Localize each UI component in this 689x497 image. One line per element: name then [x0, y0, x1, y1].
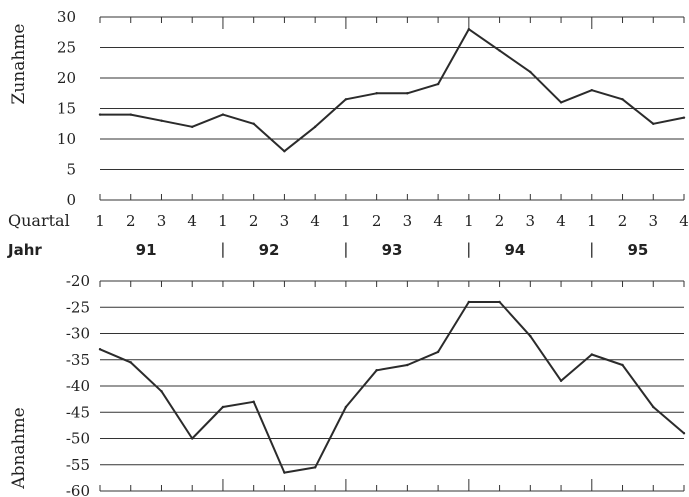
y-tick-label: -60 [66, 482, 90, 497]
quarter-tick-label: 4 [187, 212, 197, 230]
data-point [559, 101, 563, 104]
data-point [652, 405, 655, 409]
quarter-tick-label: 2 [495, 212, 505, 230]
y-tick-label: -30 [66, 325, 90, 343]
data-point [467, 28, 471, 31]
data-point [559, 379, 563, 382]
y-tick-label: 20 [57, 69, 76, 87]
data-point [313, 466, 317, 469]
y-tick-label: 25 [57, 39, 76, 57]
quarter-tick-label: 1 [464, 212, 474, 230]
data-point [252, 400, 255, 403]
data-point [467, 300, 471, 304]
quarter-tick-label: 1 [95, 212, 105, 230]
quarter-tick-label: 3 [648, 212, 658, 230]
year-separator: | [220, 240, 225, 258]
quarter-tick-label: 3 [157, 212, 167, 230]
data-point [191, 125, 194, 128]
year-tick-label: 91 [136, 241, 157, 259]
year-separator: | [343, 240, 348, 258]
quarter-tick-label: 2 [249, 212, 259, 230]
data-point [313, 125, 317, 128]
quarter-tick-label: 4 [310, 212, 320, 230]
series-line [100, 28, 685, 153]
quarter-tick-label: 2 [372, 212, 382, 230]
quarter-tick-label: 4 [679, 212, 689, 230]
quarter-tick-label: 4 [556, 212, 566, 230]
series-line [99, 301, 685, 474]
data-point [498, 300, 501, 304]
y-tick-label: 15 [57, 100, 76, 118]
y-tick-label: 5 [66, 161, 76, 179]
data-point [98, 113, 102, 116]
year-tick-label: 95 [627, 241, 648, 259]
data-point [682, 432, 686, 435]
top-plot: 0 5 10 15 20 25 30 Zunahme [9, 8, 686, 209]
data-point [406, 363, 409, 367]
data-point [98, 348, 102, 351]
data-point [436, 82, 440, 86]
y-tick-label: -35 [66, 351, 90, 369]
data-point [283, 150, 286, 153]
year-tick-label: 92 [259, 241, 280, 259]
data-point [406, 92, 409, 95]
data-point [221, 113, 225, 116]
quarter-tick-label: 1 [587, 212, 597, 230]
data-point [621, 98, 624, 101]
y-tick-label: -55 [66, 456, 90, 474]
y-tick-label: -20 [66, 272, 90, 290]
data-point [529, 334, 532, 338]
data-point [498, 49, 501, 52]
data-point [160, 119, 163, 122]
quarter-tick-label: 1 [341, 212, 351, 230]
data-point [283, 471, 286, 474]
y-tick-label: -45 [66, 403, 90, 421]
quarter-tick-label: 2 [618, 212, 628, 230]
data-point [129, 361, 132, 364]
quarter-tick-label: 3 [526, 212, 536, 230]
quarter-tick-label: 1 [218, 212, 228, 230]
quarter-axis-label: Quartal [8, 211, 70, 230]
data-point [191, 437, 194, 440]
data-point [652, 122, 655, 125]
quarter-tick-label: 2 [126, 212, 136, 230]
y-tick-label: -50 [66, 430, 90, 448]
bottom-plot: -20 -25 -30 -35 -40 -45 -50 -55 -60 Abnahme [9, 272, 686, 497]
data-point [344, 98, 348, 101]
data-point [344, 405, 348, 409]
quarter-tick-label: 3 [280, 212, 290, 230]
data-point [221, 405, 225, 409]
year-tick-label: 94 [505, 241, 526, 259]
quarter-tick-label: 3 [403, 212, 413, 230]
year-axis-label: Jahr [7, 241, 42, 259]
quarter-year-axis: Quartal 1 2 3 4 1 2 3 4 1 2 3 4 1 2 3 4 1 2 3 4 Jahr 91 92 93 94 9… [7, 211, 689, 259]
year-separator: | [466, 240, 471, 258]
data-point [529, 70, 532, 74]
data-point [682, 116, 686, 119]
y-tick-label: -40 [66, 377, 90, 395]
quarter-tick-label: 4 [433, 212, 443, 230]
data-point [590, 353, 593, 356]
data-point [129, 113, 132, 116]
year-tick-label: 93 [382, 241, 403, 259]
data-point [160, 390, 163, 393]
year-separator: | [589, 240, 594, 258]
data-point [375, 92, 378, 95]
data-point [590, 89, 593, 92]
data-point [436, 350, 440, 354]
y-tick-label: 30 [57, 8, 76, 26]
data-point [252, 122, 255, 125]
y-axis-title: Abnahme [9, 407, 29, 489]
data-point [375, 369, 378, 372]
y-tick-label: 10 [57, 130, 76, 148]
y-tick-label: -25 [66, 298, 90, 316]
y-tick-label: 0 [66, 191, 76, 209]
y-axis-title: Zunahme [9, 24, 29, 105]
data-point [621, 363, 624, 367]
